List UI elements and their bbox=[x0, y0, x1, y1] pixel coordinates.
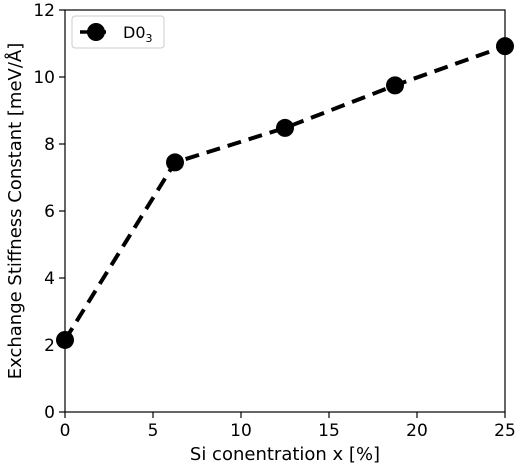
data-point bbox=[276, 118, 294, 137]
x-tick-label: 15 bbox=[318, 421, 340, 441]
data-point bbox=[166, 153, 184, 172]
legend-label: D03 bbox=[123, 23, 153, 45]
x-tick-label: 0 bbox=[60, 421, 71, 441]
y-tick-label: 6 bbox=[44, 202, 55, 222]
y-axis-label: Exchange Stiffness Constant [meV/Å] bbox=[4, 43, 26, 380]
series-layer bbox=[56, 37, 514, 349]
y-tick-label: 2 bbox=[44, 336, 55, 356]
y-tick-label: 8 bbox=[44, 135, 55, 155]
x-tick-label: 10 bbox=[230, 421, 252, 441]
x-tick-label: 5 bbox=[148, 421, 159, 441]
data-point bbox=[386, 76, 404, 95]
legend-label-subscript: 3 bbox=[146, 32, 153, 45]
x-axis-label: Si conentration x [%] bbox=[190, 444, 380, 465]
y-tick-label: 4 bbox=[44, 269, 55, 289]
y-tick-label: 12 bbox=[33, 1, 55, 21]
series-line bbox=[63, 44, 506, 342]
y-tick-label: 0 bbox=[44, 403, 55, 423]
x-tick-label: 20 bbox=[406, 421, 428, 441]
y-tick-label: 10 bbox=[33, 68, 55, 88]
ticks-layer: 0 5 10 15 20 25 0 2 4 6 8 10 12 bbox=[33, 1, 515, 441]
legend-label-main: D0 bbox=[123, 23, 146, 42]
legend-marker bbox=[87, 23, 105, 41]
x-tick-label: 25 bbox=[494, 421, 516, 441]
legend: D03 bbox=[71, 15, 165, 49]
